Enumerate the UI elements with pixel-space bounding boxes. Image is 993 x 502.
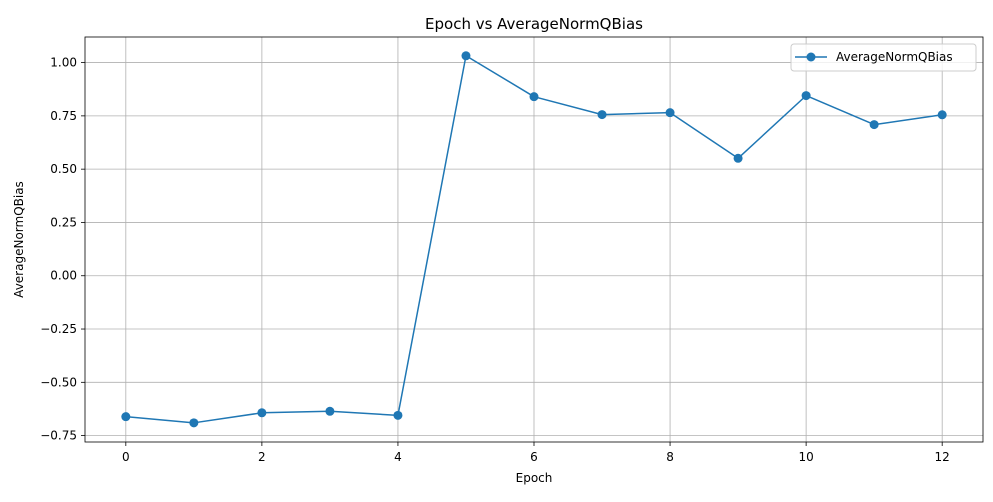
legend: AverageNormQBias xyxy=(790,43,977,72)
data-point xyxy=(597,110,607,120)
data-point xyxy=(529,92,539,102)
data-point xyxy=(665,108,675,118)
x-tick-label: 12 xyxy=(935,450,950,464)
legend-box xyxy=(790,43,977,72)
y-tick-label: −0.25 xyxy=(40,322,77,336)
data-point xyxy=(189,418,199,428)
y-tick-label: 0.00 xyxy=(50,269,77,283)
y-tick-label: 1.00 xyxy=(50,56,77,70)
data-point xyxy=(325,406,335,416)
y-tick-label: 0.25 xyxy=(50,215,77,229)
y-tick-label: 0.75 xyxy=(50,109,77,123)
chart-title: Epoch vs AverageNormQBias xyxy=(425,15,643,33)
x-tick-label: 8 xyxy=(666,450,674,464)
data-point xyxy=(733,153,743,163)
data-point xyxy=(461,51,471,61)
x-axis-label: Epoch xyxy=(516,471,553,485)
y-tick-label: −0.50 xyxy=(40,375,77,389)
y-ticks: −0.75 −0.50 −0.25 0.00 0.25 0.50 0.75 1.00 xyxy=(40,56,85,443)
data-point xyxy=(257,408,267,418)
x-ticks: 0 2 4 6 8 10 12 xyxy=(122,442,950,464)
data-point xyxy=(869,120,879,130)
y-tick-label: 0.50 xyxy=(50,162,77,176)
x-tick-label: 2 xyxy=(258,450,266,464)
x-tick-label: 0 xyxy=(122,450,130,464)
y-tick-label: −0.75 xyxy=(40,429,77,443)
legend-marker xyxy=(806,52,816,62)
data-point xyxy=(121,412,131,422)
grid xyxy=(85,37,983,442)
x-tick-label: 4 xyxy=(394,450,402,464)
data-point xyxy=(801,91,811,101)
x-tick-label: 10 xyxy=(798,450,813,464)
x-tick-label: 6 xyxy=(530,450,538,464)
data-point xyxy=(937,110,947,120)
legend-label: AverageNormQBias xyxy=(836,50,953,64)
data-point xyxy=(393,410,403,420)
series-layer xyxy=(121,51,947,428)
y-axis-label: AverageNormQBias xyxy=(12,181,26,298)
